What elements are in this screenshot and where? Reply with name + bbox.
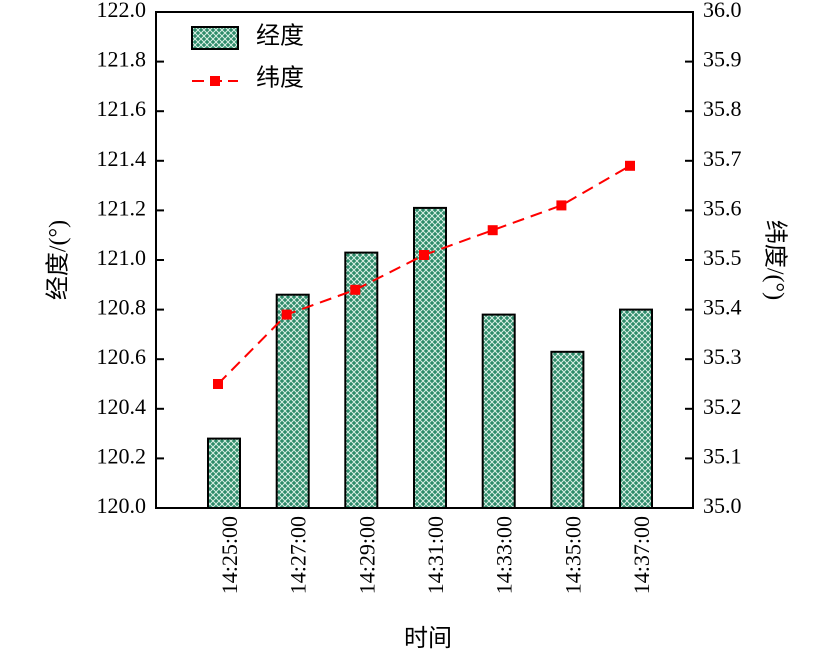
right-tick-label: 35.9	[703, 47, 742, 72]
right-tick-label: 35.3	[703, 344, 742, 369]
legend-line-label: 纬度	[256, 65, 304, 92]
right-tick-label: 35.8	[703, 96, 742, 121]
left-tick-label: 121.4	[97, 146, 147, 171]
right-tick-label: 36.0	[703, 0, 742, 22]
x-tick-label: 14:33:00	[492, 516, 517, 594]
x-tick-label: 14:37:00	[629, 516, 654, 594]
latitude-point-14:27:00	[281, 309, 292, 320]
x-tick-label: 14:35:00	[560, 516, 585, 594]
right-tick-label: 35.6	[703, 195, 742, 220]
legend-bar-swatch	[191, 26, 239, 50]
x-tick-label: 14:31:00	[423, 516, 448, 594]
y-axis-title-left: 经度/(°)	[45, 220, 72, 300]
bar-14:29:00	[344, 251, 379, 509]
x-tick-label: 14:29:00	[354, 516, 379, 594]
latitude-point-14:33:00	[487, 225, 498, 236]
right-tick-label: 35.0	[703, 493, 742, 518]
left-tick-label: 121.2	[97, 195, 147, 220]
left-tick-label: 121.8	[97, 47, 147, 72]
bar-14:27:00	[275, 293, 310, 510]
legend-line-marker	[210, 76, 220, 86]
latitude-point-14:29:00	[350, 284, 361, 295]
right-tick-label: 35.7	[703, 146, 742, 171]
legend: 经度 纬度	[191, 23, 304, 92]
left-tick-label: 121.6	[97, 96, 147, 121]
latitude-point-14:35:00	[556, 200, 567, 211]
bar-14:37:00	[619, 308, 653, 509]
left-tick-label: 121.0	[97, 245, 147, 270]
bar-14:25:00	[207, 437, 241, 510]
left-tick-label: 120.2	[97, 443, 147, 468]
left-tick-label: 122.0	[97, 0, 147, 22]
latitude-point-14:37:00	[625, 160, 635, 171]
latitude-point-14:31:00	[419, 250, 429, 260]
x-axis-title: 时间	[404, 625, 452, 652]
legend-bar-label: 经度	[256, 23, 304, 50]
right-tick-label: 35.5	[703, 245, 742, 270]
latitude-point-14:25:00	[213, 379, 223, 389]
y-axis-title-right: 纬度/(°)	[761, 220, 788, 300]
x-tick-label: 14:27:00	[286, 516, 311, 594]
left-tick-label: 120.8	[97, 295, 147, 320]
bar-14:33:00	[481, 313, 516, 509]
bar-14:35:00	[550, 350, 585, 509]
axes: 120.0 120.2 120.4 120.6 120.8 121.0 121.2 121.4…	[97, 0, 742, 594]
right-tick-label: 35.4	[703, 295, 742, 320]
left-tick-label: 120.6	[97, 344, 147, 369]
plot-area	[207, 160, 653, 510]
right-tick-label: 35.1	[703, 443, 742, 468]
left-tick-label: 120.0	[97, 493, 147, 518]
left-tick-label: 120.4	[97, 394, 147, 419]
right-tick-label: 35.2	[703, 394, 742, 419]
x-tick-label: 14:25:00	[217, 516, 242, 594]
